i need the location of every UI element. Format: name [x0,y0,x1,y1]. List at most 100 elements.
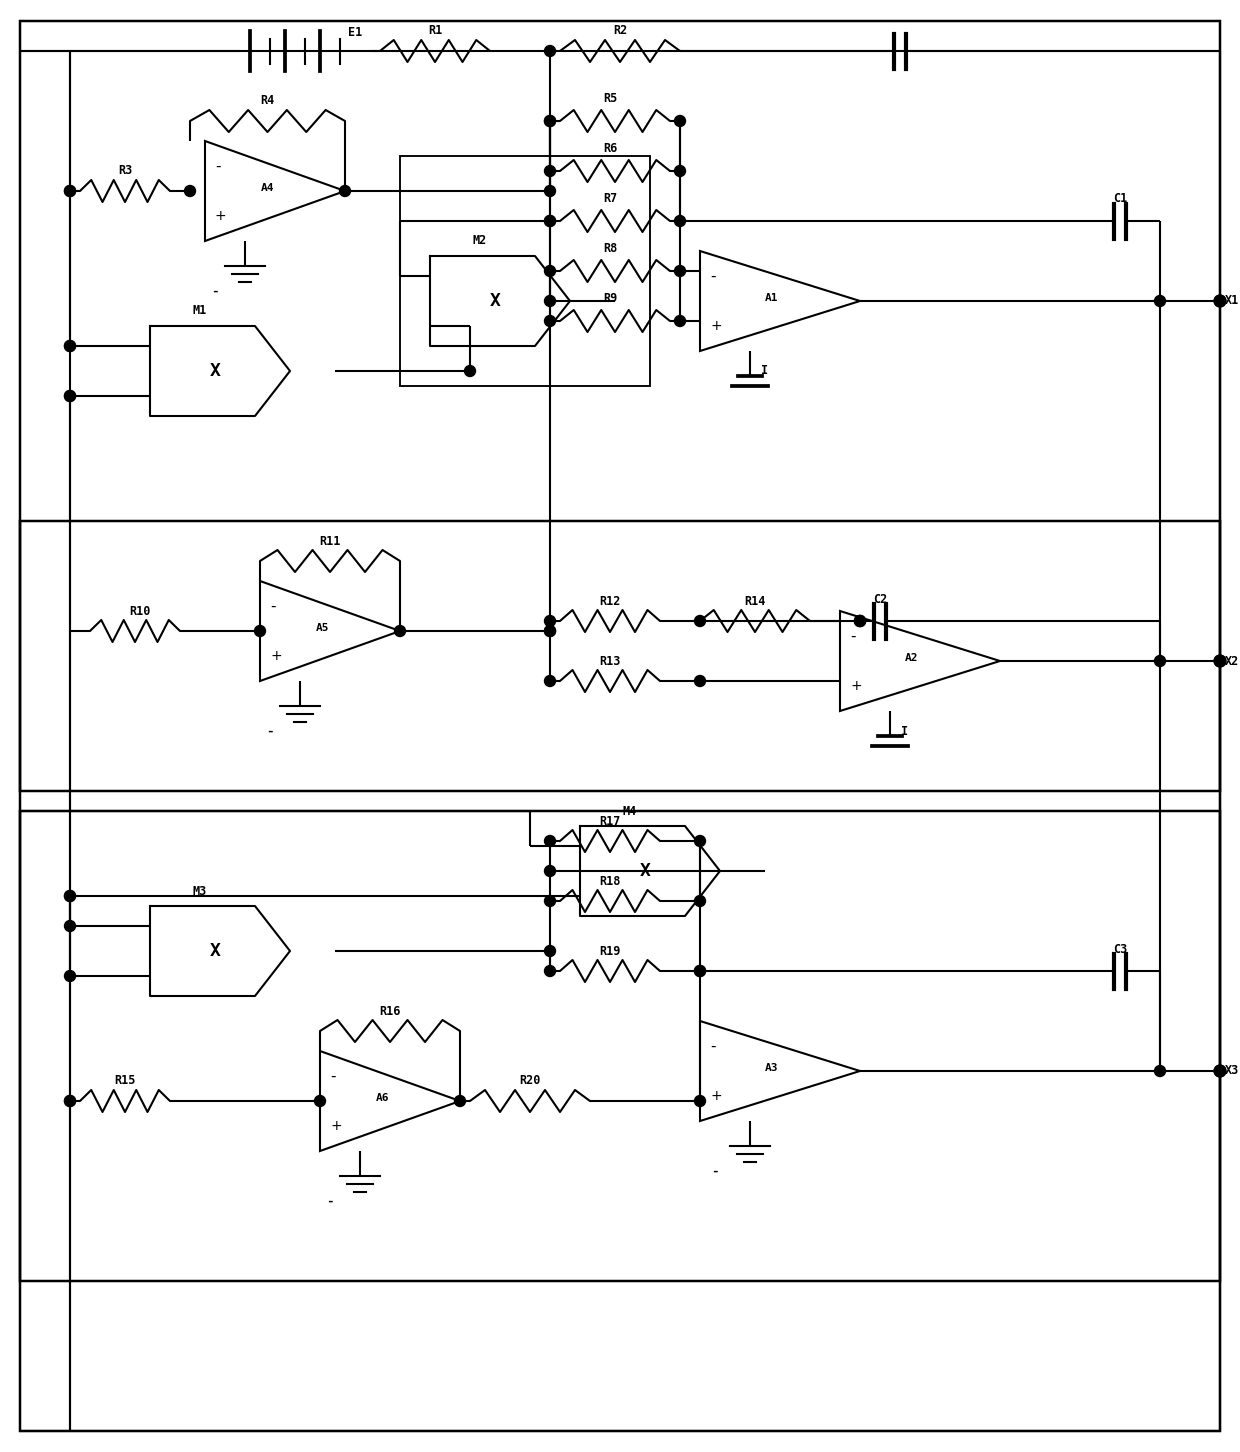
Text: X3: X3 [1225,1064,1239,1077]
Circle shape [1214,655,1226,666]
Text: -: - [215,158,221,173]
Text: X: X [490,292,501,309]
Text: R10: R10 [129,604,151,617]
Text: R11: R11 [320,534,341,547]
Circle shape [544,835,556,847]
Circle shape [544,215,556,227]
Text: M1: M1 [193,305,207,318]
Text: R9: R9 [603,292,618,305]
Text: R13: R13 [599,655,621,668]
Circle shape [544,45,556,57]
Circle shape [315,1095,325,1106]
Text: A3: A3 [765,1063,779,1073]
Circle shape [1214,655,1225,666]
Circle shape [455,1095,465,1106]
Circle shape [544,865,556,877]
Circle shape [64,1095,76,1106]
Text: X: X [210,362,221,380]
Circle shape [1214,295,1226,306]
Circle shape [544,296,556,306]
Circle shape [544,116,556,126]
Text: X: X [210,942,221,960]
Circle shape [675,315,686,327]
Text: R7: R7 [603,192,618,205]
Circle shape [544,945,556,957]
Text: A5: A5 [316,623,330,633]
Circle shape [694,896,706,906]
Circle shape [340,186,351,196]
Text: R16: R16 [379,1005,401,1018]
Text: +: + [330,1119,342,1133]
Circle shape [854,616,866,626]
Text: R19: R19 [599,944,621,957]
Circle shape [64,341,76,351]
Circle shape [544,675,556,687]
Text: R6: R6 [603,141,618,154]
Circle shape [675,166,686,177]
Circle shape [544,626,556,636]
Circle shape [64,186,76,196]
Text: M4: M4 [622,804,637,817]
Text: R18: R18 [599,874,621,887]
Bar [401,155,650,386]
Text: -: - [711,1038,715,1054]
Text: A2: A2 [905,653,919,664]
Circle shape [694,966,706,977]
Text: M2: M2 [472,235,487,247]
Circle shape [694,835,706,847]
Circle shape [544,116,556,126]
Circle shape [675,215,686,227]
Text: C3: C3 [1112,942,1127,955]
Text: A4: A4 [262,183,275,193]
Circle shape [394,626,405,636]
Text: -: - [330,1069,336,1083]
Bar [20,521,1220,791]
Text: R12: R12 [599,594,621,607]
Circle shape [254,626,265,636]
Circle shape [64,921,76,932]
Circle shape [185,186,196,196]
Circle shape [1214,296,1225,306]
Text: R17: R17 [599,815,621,828]
Text: A1: A1 [765,293,779,303]
Text: R3: R3 [118,164,133,177]
Circle shape [64,890,76,902]
Text: R15: R15 [114,1074,135,1088]
Text: +: + [711,319,722,333]
Circle shape [64,186,76,196]
Circle shape [694,966,706,977]
Text: I: I [901,725,909,738]
Text: +: + [215,209,227,224]
Text: -: - [326,1195,334,1208]
Circle shape [544,626,556,636]
Text: R1: R1 [428,25,443,38]
Text: I: I [761,364,769,378]
Circle shape [465,366,475,376]
Text: A6: A6 [376,1093,389,1104]
Text: +: + [270,649,281,664]
Circle shape [1214,1066,1225,1076]
Text: R14: R14 [744,594,765,607]
Circle shape [694,616,706,626]
Text: +: + [849,680,862,693]
Circle shape [854,616,866,626]
Circle shape [854,616,866,626]
Circle shape [64,1095,76,1106]
Circle shape [1214,1064,1226,1077]
Text: X1: X1 [1225,295,1239,308]
Circle shape [544,186,556,196]
Circle shape [64,391,76,402]
Circle shape [64,970,76,982]
Circle shape [694,1095,706,1106]
Text: R20: R20 [520,1074,541,1088]
Circle shape [64,391,76,402]
Circle shape [675,116,686,126]
Text: -: - [211,285,218,298]
Text: C2: C2 [873,592,887,605]
Circle shape [64,890,76,902]
Text: +: + [711,1089,722,1104]
Circle shape [1154,296,1166,306]
Circle shape [64,341,76,351]
Circle shape [1154,655,1166,666]
Circle shape [544,966,556,977]
